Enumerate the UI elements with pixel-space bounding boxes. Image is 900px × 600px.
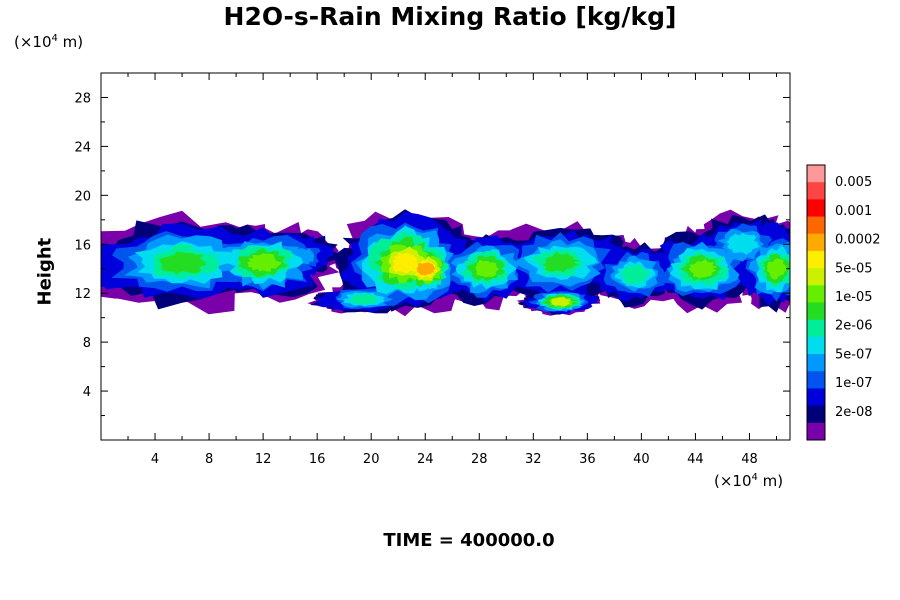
x-axis-unit: (×104 m): [714, 472, 784, 490]
colorbar-label: 1e-07: [835, 376, 873, 391]
colorbar-label: 0.005: [835, 175, 872, 190]
colorbar-label: 5e-07: [835, 347, 873, 362]
colorbar-swatch: [807, 285, 825, 303]
colorbar-swatch: [807, 165, 825, 183]
colorbar-swatch: [807, 302, 825, 321]
colorbar-swatch: [807, 422, 825, 441]
field-contour: [247, 253, 282, 272]
field-contour: [766, 258, 788, 280]
field-contour: [542, 251, 580, 273]
chart-title: H2O-s-Rain Mixing Ratio [kg/kg]: [223, 2, 677, 31]
mixing-ratio-field: [101, 209, 790, 317]
x-tick-label: 28: [471, 452, 488, 467]
field-contour: [726, 232, 760, 255]
x-tick-label: 36: [579, 452, 596, 467]
y-tick-label: 20: [74, 189, 91, 204]
field-contour: [392, 252, 418, 273]
colorbar-label: 0.001: [835, 204, 872, 219]
y-tick-label: 16: [74, 238, 91, 253]
x-tick-label: 40: [633, 452, 650, 467]
field-contour: [551, 297, 571, 307]
x-tick-label: 20: [363, 452, 380, 467]
colorbar-swatch: [807, 388, 825, 407]
colorbar-label: 2e-08: [835, 405, 873, 420]
field-contour: [475, 259, 500, 278]
colorbar: 0.005 0.001 0.0002 5e-05 1e-05 2e-06 5e-07 1e-0…: [806, 164, 881, 441]
colorbar-swatch: [807, 216, 825, 235]
y-tick-label: 4: [83, 385, 91, 400]
colorbar-swatch: [807, 182, 825, 200]
colorbar-frame: [806, 164, 826, 441]
field-contour: [620, 264, 650, 285]
colorbar-swatch: [807, 371, 825, 389]
colorbar-label: 1e-05: [835, 290, 873, 305]
colorbar-swatch: [807, 319, 825, 338]
x-tick-label: 48: [741, 452, 758, 467]
field-contour: [688, 258, 718, 279]
x-tick-label: 44: [687, 452, 704, 467]
field-contour: [158, 251, 206, 275]
y-tick-label: 8: [83, 336, 91, 351]
time-label: TIME = 400000.0: [383, 530, 555, 551]
colorbar-label: 5e-05: [835, 261, 873, 276]
x-tick-label: 24: [417, 452, 434, 467]
x-tick-label: 4: [151, 452, 159, 467]
y-tick-label: 12: [74, 287, 91, 302]
y-tick-label: 28: [74, 91, 91, 106]
field-contour: [416, 262, 436, 276]
x-tick-label: 12: [255, 452, 272, 467]
colorbar-label: 0.0002: [835, 233, 881, 248]
colorbar-swatch: [807, 354, 825, 372]
field-contour: [349, 293, 377, 306]
colorbar-swatch: [807, 233, 825, 252]
x-tick-label: 32: [525, 452, 542, 467]
colorbar-label: 2e-06: [835, 319, 873, 334]
colorbar-swatch: [807, 405, 825, 424]
y-tick-label: 24: [74, 140, 91, 155]
colorbar-swatch: [807, 336, 825, 355]
colorbar-swatch: [807, 250, 825, 269]
x-tick-label: 8: [205, 452, 213, 467]
colorbar-swatch: [807, 199, 825, 218]
plot-frame: [100, 72, 791, 441]
colorbar-swatch: [807, 268, 825, 286]
y-axis-unit: (×104 m): [14, 33, 84, 51]
x-tick-label: 16: [309, 452, 326, 467]
